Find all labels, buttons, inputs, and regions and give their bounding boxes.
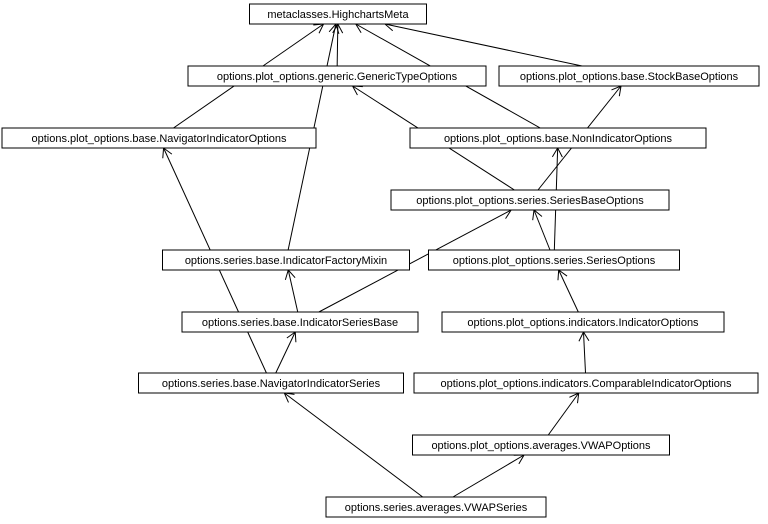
edge [583, 332, 585, 373]
class-node: options.series.base.NavigatorIndicatorSe… [139, 373, 404, 393]
inheritance-diagram: metaclasses.HighchartsMeta options.plot_o… [0, 0, 768, 524]
class-node: options.plot_options.base.NavigatorIndic… [2, 128, 316, 148]
node-label: metaclasses.HighchartsMeta [267, 9, 409, 21]
class-node: options.series.base.IndicatorFactoryMixi… [163, 250, 410, 270]
class-node: options.series.averages.VWAPSeries [326, 497, 546, 517]
class-node: options.series.base.IndicatorSeriesBase [182, 312, 418, 332]
node-label: options.plot_options.base.NonIndicatorOp… [444, 133, 673, 145]
class-node: metaclasses.HighchartsMeta [250, 4, 427, 24]
class-node: options.plot_options.generic.GenericType… [188, 66, 486, 86]
class-node: options.plot_options.series.SeriesBaseOp… [391, 190, 669, 210]
node-label: options.plot_options.generic.GenericType… [217, 71, 458, 83]
node-label: options.plot_options.series.SeriesOption… [453, 255, 656, 267]
node-label: options.plot_options.series.SeriesBaseOp… [416, 195, 644, 207]
node-label: options.series.base.NavigatorIndicatorSe… [162, 378, 381, 390]
node-label: options.plot_options.base.NavigatorIndic… [32, 133, 287, 145]
node-label: options.plot_options.base.StockBaseOptio… [520, 71, 739, 83]
edge [559, 270, 579, 312]
edge [385, 24, 582, 66]
node-label: options.plot_options.indicators.Comparab… [440, 378, 732, 390]
class-node: options.plot_options.averages.VWAPOption… [413, 435, 670, 455]
edge [453, 455, 524, 497]
node-label: options.series.base.IndicatorSeriesBase [202, 317, 398, 329]
class-node: options.plot_options.indicators.Comparab… [414, 373, 758, 393]
node-label: options.series.averages.VWAPSeries [345, 502, 528, 514]
edge [276, 332, 295, 373]
node-label: options.series.base.IndicatorFactoryMixi… [185, 255, 387, 267]
class-node: options.plot_options.series.SeriesOption… [429, 250, 680, 270]
node-label: options.plot_options.averages.VWAPOption… [431, 440, 651, 452]
node-label: options.plot_options.indicators.Indicato… [467, 317, 699, 329]
edge [284, 393, 422, 497]
edge [548, 393, 578, 435]
class-node: options.plot_options.indicators.Indicato… [442, 312, 724, 332]
class-node: options.plot_options.base.NonIndicatorOp… [410, 128, 706, 148]
edge [288, 270, 297, 312]
class-node: options.plot_options.base.StockBaseOptio… [499, 66, 759, 86]
nodes-group: metaclasses.HighchartsMeta options.plot_o… [2, 4, 759, 517]
